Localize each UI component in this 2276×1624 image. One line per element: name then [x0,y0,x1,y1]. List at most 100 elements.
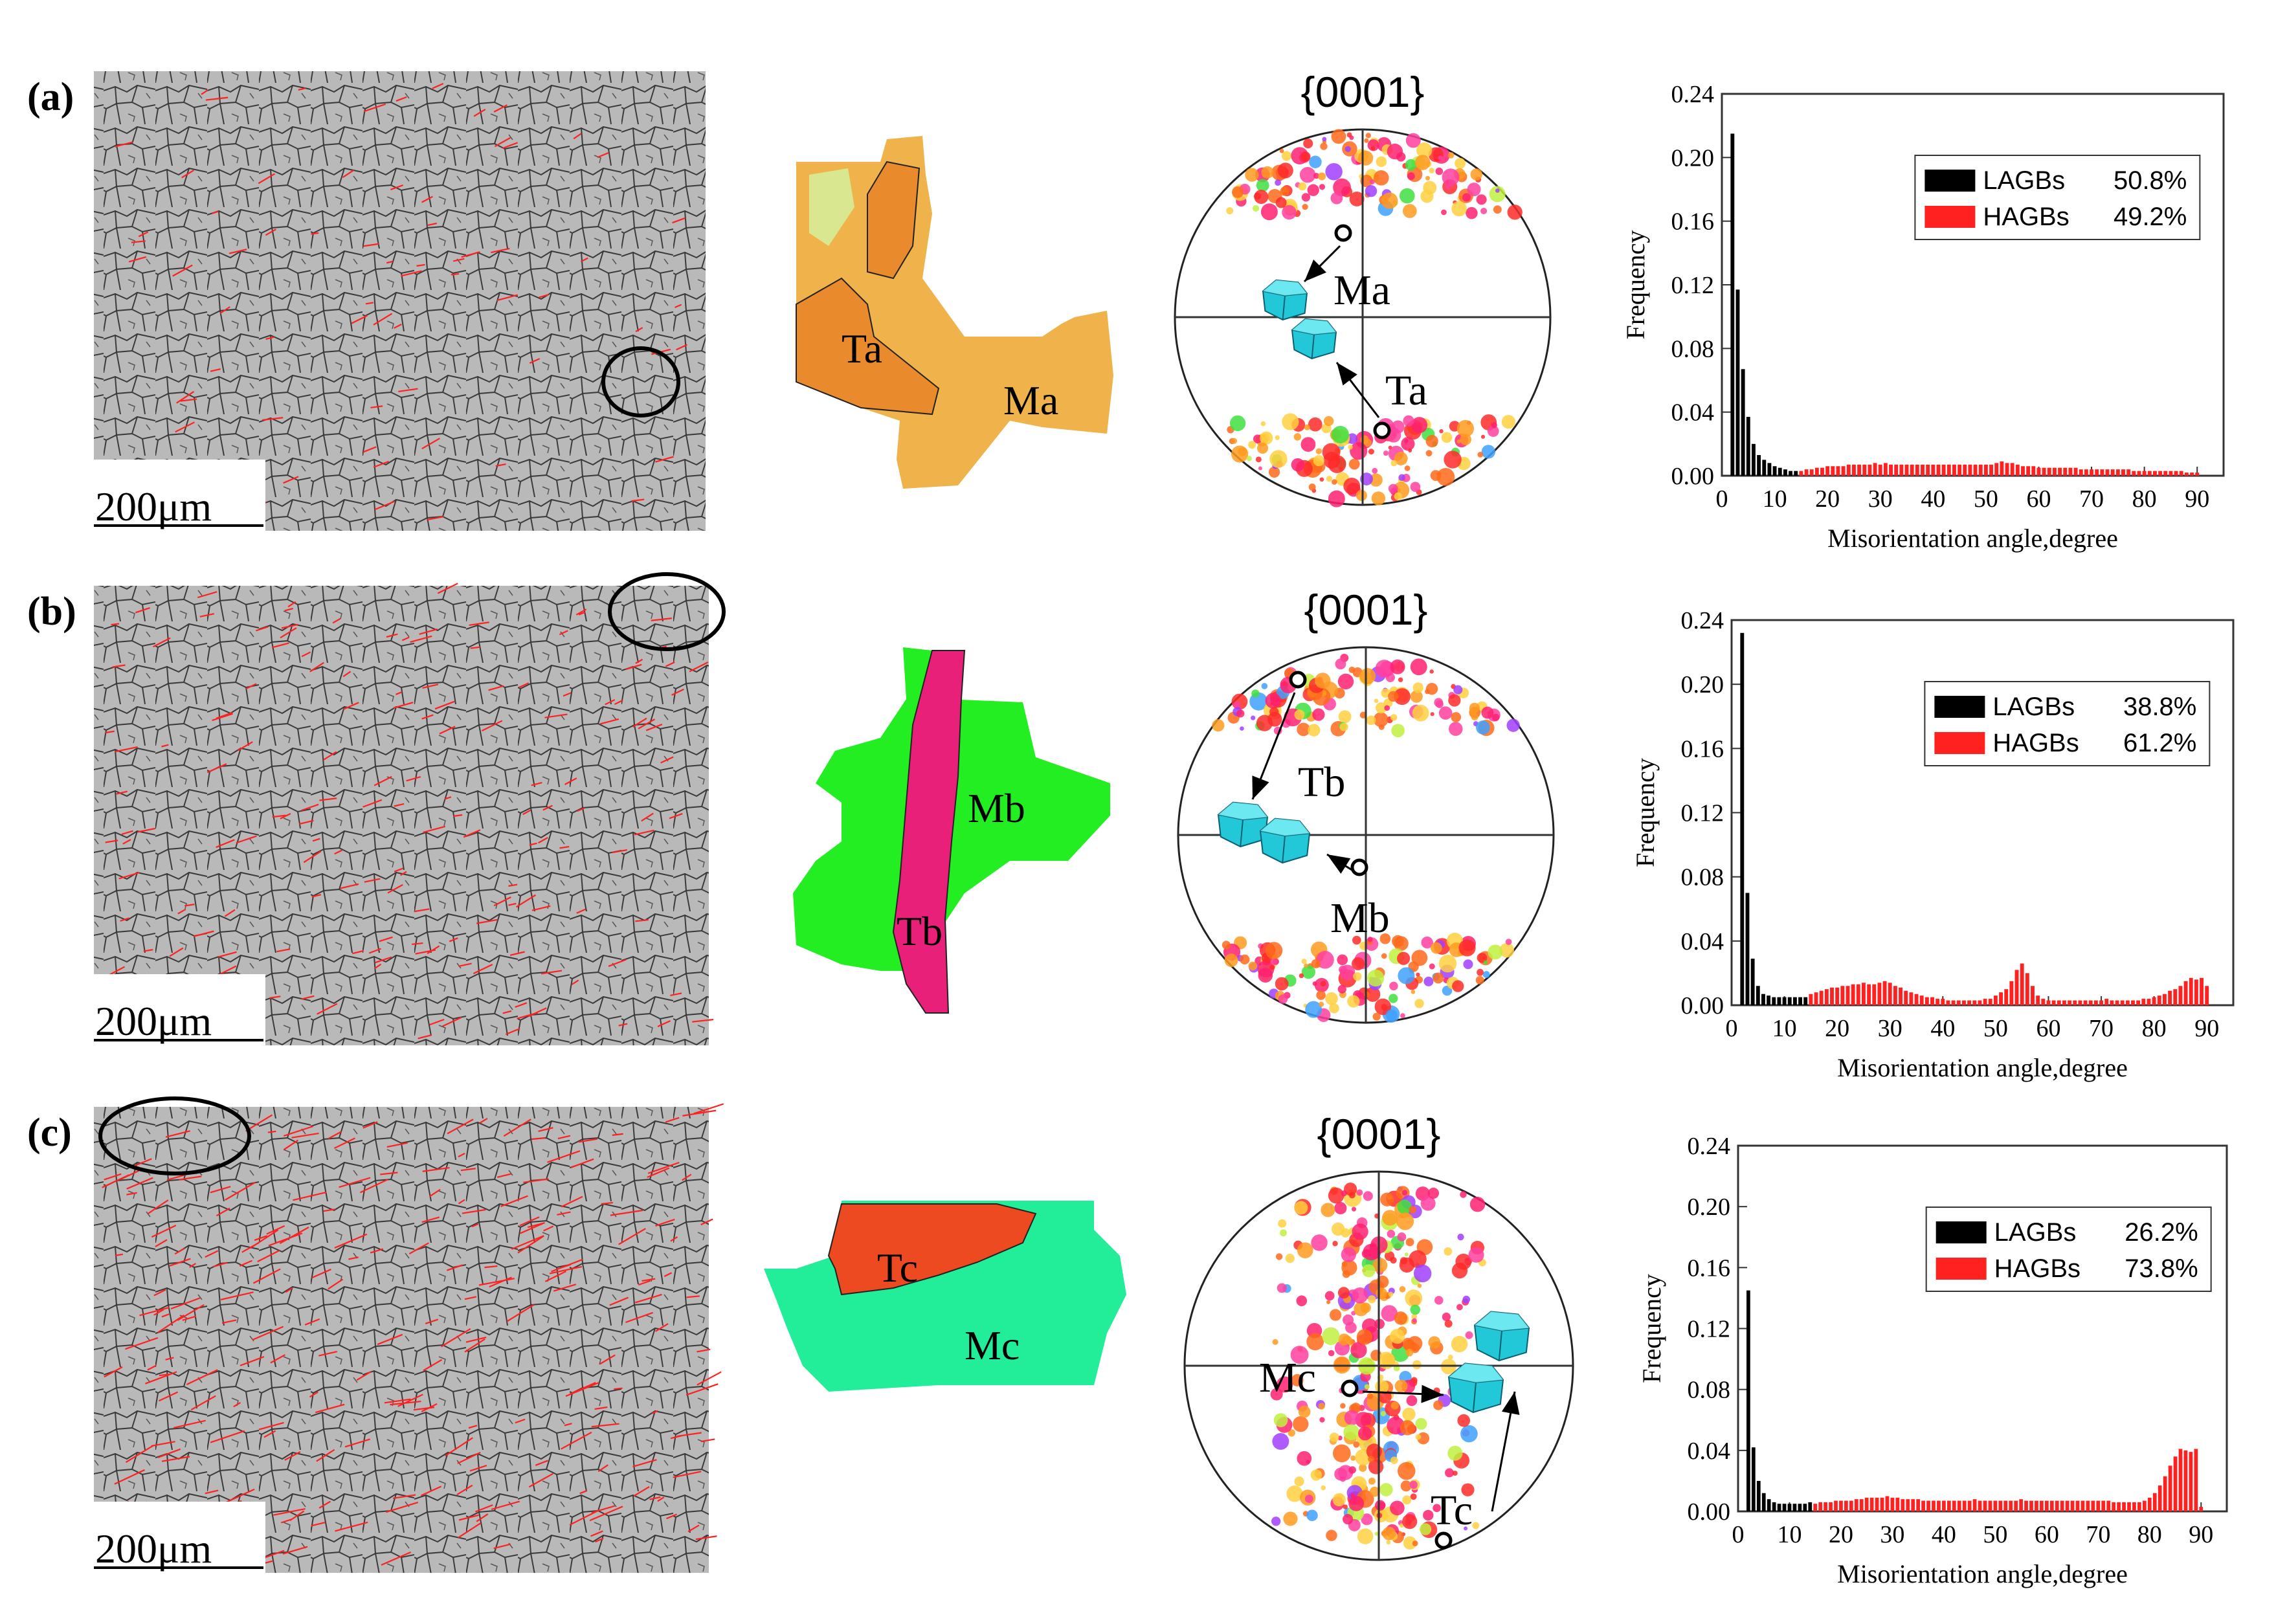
histogram-bar [2009,981,2014,1005]
twin-boundary-segment [368,948,381,954]
twin-boundary-segment [535,1460,548,1466]
pole-intensity-spot [1319,1417,1325,1423]
twin-boundary-segment [423,825,446,834]
pole-intensity-spot [1394,1311,1408,1325]
histogram-bar [2063,467,2068,476]
pole-intensity-spot [1310,1469,1322,1481]
histogram-bar [2122,1502,2126,1511]
pole-intensity-spot [1240,726,1244,731]
twin-boundary-segment [465,1337,487,1343]
twin-boundary-segment [589,1506,623,1522]
twin-boundary-segment [311,232,319,235]
twin-boundary-segment [422,1166,450,1172]
pole-intensity-spot [1460,434,1472,445]
histogram-bar [1895,1497,1900,1511]
twin-boundary-segment [385,1502,419,1513]
twin-boundary-segment [401,636,410,641]
pole-intensity-spot [1466,206,1478,219]
twin-boundary-segment [193,930,214,937]
pole-intensity-spot [1445,1468,1455,1478]
histogram-bar [1942,1500,1946,1511]
legend-name: HAGBs [1994,1254,2081,1283]
twin-boundary-segment [158,1391,179,1402]
y-tick-label: 0.00 [1688,1498,1731,1526]
scale-bar-label: 200μm [95,484,212,529]
twin-boundary-segment [418,1034,432,1040]
pole-intensity-spot [1290,1346,1309,1364]
x-axis-label: Misorientation angle,degree [1837,1559,2128,1588]
twin-grain [892,650,966,1014]
twin-boundary-segment [456,1484,473,1496]
twin-boundary-segment [340,883,359,889]
histogram-bar [1967,1500,1972,1511]
pole-figure-title: {0001} [1317,1110,1441,1158]
pole-intensity-spot [1392,935,1404,948]
twin-boundary-segment [635,327,643,333]
histogram-bar [2183,981,2188,1005]
twin-boundary-segment [219,306,230,315]
twin-boundary-segment [249,1229,279,1249]
histogram-bar [1778,467,1782,476]
twin-boundary-segment [213,1262,228,1267]
histogram-bar [1883,463,1888,476]
highlight-ellipse [608,572,726,651]
twin-boundary-segment [462,1208,486,1214]
twin-boundary-segment [421,714,434,720]
ebsd-map-background [94,1107,709,1573]
twin-boundary-segment [651,617,672,621]
histogram-bar [2142,1500,2147,1511]
pole-intensity-spot [1304,424,1310,430]
twin-boundary-segment [491,247,510,254]
plot-frame [1730,619,2235,1007]
pole-figure-title: {0001} [1304,586,1428,634]
pole-intensity-spot [1328,1350,1335,1357]
twin-boundary-segment [165,1357,174,1361]
pole-intensity-spot [1457,1414,1471,1427]
histogram-bar [1803,997,1808,1005]
pole-intensity-spot [1333,178,1351,197]
pole-intensity-spot [1296,1295,1308,1307]
pole-intensity-spot [1272,1339,1278,1345]
twin-boundary-segment [655,1323,669,1332]
pole-intensity-spot [1329,1309,1342,1321]
twin-boundary-segment [682,1174,692,1181]
histogram-bar [1846,986,1850,1005]
y-tick-label: 0.20 [1671,144,1715,172]
histogram-bar [1767,996,1771,1005]
twin-boundary-segment [287,601,296,608]
pole-intensity-spot [1299,973,1304,979]
histogram-bar [1809,994,1813,1005]
pole-intensity-spot [1328,1187,1344,1204]
pole-intensity-spot [1344,1410,1360,1426]
pole-intensity-spot [1341,1228,1350,1238]
pole-intensity-spot [1350,442,1368,460]
pole-intensity-spot [1326,475,1333,482]
twin-boundary-segment [252,1268,281,1284]
twin-boundary-segment [591,1423,619,1428]
histogram-bar [1878,464,1882,476]
x-tick-label: 80 [2132,485,2157,513]
histogram-bar [1936,999,1940,1005]
twin-boundary-segment [439,726,456,735]
twin-boundary-segment [280,813,291,819]
twin-boundary-segment [212,210,219,214]
twin-boundary-segment [422,684,439,689]
histogram-bar [2173,989,2178,1005]
pole-intensity-spot [1409,1250,1427,1269]
panel-c: (c) 200μm Tc Mc {0001} Mc Tc [27,1096,1574,1573]
grain-boundary-map [94,583,714,1045]
pole-intensity-spot [1397,1232,1407,1241]
histogram-bar [1782,997,1787,1005]
legend: LAGBs 50.8% HAGBs 49.2% [1914,155,2201,240]
histogram-bar [1899,987,1902,1005]
twin-boundary-segment [216,1207,230,1217]
twin-boundary-segment [268,1232,303,1247]
pole-intensity-spot [1380,1410,1386,1417]
twin-boundary-segment [421,438,440,450]
twin-boundary-segment [394,867,403,873]
pole-intensity-spot [1400,1013,1405,1019]
pole-intensity-spot [1298,182,1307,191]
twin-pole-marker [1289,671,1307,689]
pole-intensity-spot [1419,1523,1432,1535]
pole-intensity-spot [1212,719,1225,732]
